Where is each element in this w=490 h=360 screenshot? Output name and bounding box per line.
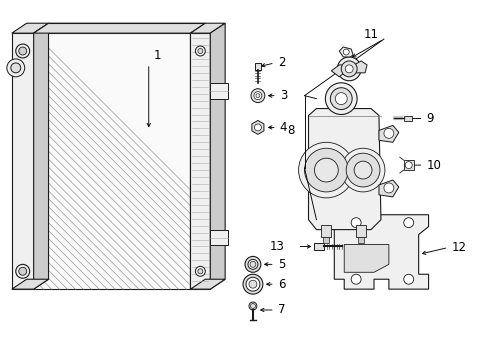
Circle shape	[346, 153, 380, 187]
Bar	[321, 225, 331, 237]
Bar	[404, 160, 414, 170]
Text: 9: 9	[427, 112, 434, 125]
Polygon shape	[191, 23, 225, 33]
Circle shape	[337, 57, 361, 81]
Bar	[356, 225, 366, 237]
Polygon shape	[309, 109, 381, 230]
Circle shape	[254, 124, 261, 131]
Circle shape	[243, 274, 263, 294]
Circle shape	[384, 129, 394, 138]
Text: 7: 7	[278, 303, 285, 316]
Text: 13: 13	[270, 240, 285, 253]
Polygon shape	[34, 33, 191, 289]
Circle shape	[404, 218, 414, 228]
Text: 4: 4	[280, 121, 287, 134]
Polygon shape	[191, 279, 225, 289]
Polygon shape	[344, 244, 389, 272]
Circle shape	[305, 148, 348, 192]
Circle shape	[405, 162, 412, 168]
Polygon shape	[252, 121, 264, 134]
Polygon shape	[210, 83, 228, 99]
Circle shape	[404, 274, 414, 284]
Circle shape	[198, 269, 203, 274]
Circle shape	[343, 49, 349, 55]
Circle shape	[246, 277, 260, 291]
Polygon shape	[191, 33, 210, 289]
Circle shape	[325, 83, 357, 114]
Circle shape	[345, 65, 353, 73]
Circle shape	[198, 49, 203, 54]
Circle shape	[250, 261, 256, 267]
Bar	[404, 116, 412, 121]
Circle shape	[351, 274, 361, 284]
Text: 6: 6	[278, 278, 285, 291]
Circle shape	[256, 94, 260, 98]
Text: 2: 2	[278, 57, 285, 69]
Polygon shape	[12, 279, 49, 289]
Bar	[358, 237, 364, 243]
Circle shape	[330, 88, 352, 109]
Circle shape	[351, 218, 361, 228]
Text: 1: 1	[154, 49, 161, 63]
Circle shape	[249, 280, 257, 288]
Polygon shape	[210, 230, 228, 246]
Circle shape	[16, 44, 30, 58]
Text: 5: 5	[278, 258, 285, 271]
Circle shape	[196, 266, 205, 276]
Circle shape	[341, 61, 357, 77]
Circle shape	[315, 158, 338, 182]
Polygon shape	[334, 215, 429, 289]
Polygon shape	[12, 23, 49, 33]
Circle shape	[298, 142, 354, 198]
Text: 12: 12	[451, 241, 466, 254]
Text: 3: 3	[280, 89, 287, 102]
Circle shape	[354, 161, 372, 179]
Polygon shape	[34, 23, 205, 33]
Bar	[315, 243, 324, 251]
Circle shape	[254, 92, 262, 100]
Text: 8: 8	[287, 124, 294, 137]
Circle shape	[16, 264, 30, 278]
Circle shape	[19, 47, 26, 55]
Polygon shape	[12, 33, 34, 289]
Circle shape	[335, 93, 347, 105]
Circle shape	[11, 63, 21, 73]
Circle shape	[249, 302, 257, 310]
Polygon shape	[210, 23, 225, 289]
Polygon shape	[379, 125, 399, 142]
Polygon shape	[354, 61, 367, 73]
Polygon shape	[379, 180, 399, 197]
Polygon shape	[331, 65, 344, 77]
Bar	[323, 237, 329, 243]
Circle shape	[384, 183, 394, 193]
Circle shape	[196, 46, 205, 56]
Circle shape	[250, 303, 255, 309]
Circle shape	[19, 267, 26, 275]
Circle shape	[341, 148, 385, 192]
Circle shape	[248, 260, 258, 269]
Polygon shape	[34, 23, 49, 289]
Polygon shape	[339, 47, 353, 57]
Circle shape	[251, 89, 265, 103]
Text: 11: 11	[364, 28, 379, 41]
Bar	[255, 63, 261, 70]
Text: 10: 10	[427, 159, 441, 172]
Circle shape	[245, 256, 261, 272]
Circle shape	[7, 59, 24, 77]
